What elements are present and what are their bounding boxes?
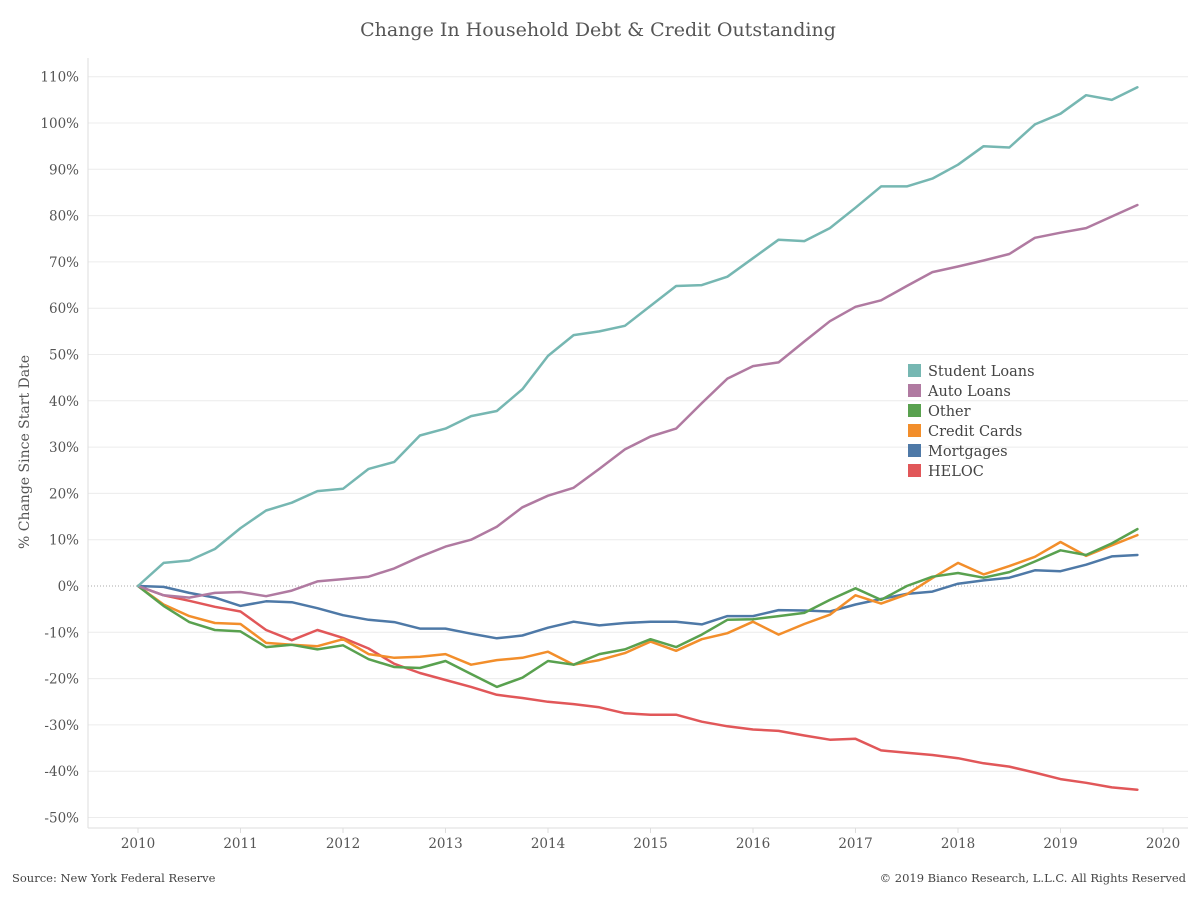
- line-chart: Change In Household Debt & Credit Outsta…: [17, 19, 1188, 852]
- x-tick-label: 2016: [736, 836, 770, 852]
- legend-swatch-other: [908, 404, 921, 417]
- series-line-mortgages: [136, 553, 1139, 640]
- y-tick-label: 90%: [49, 162, 79, 178]
- axes: -50% -40% -30% -20% -10% 0% 10% 20% 30% 40% 50% 60%…: [40, 58, 1188, 852]
- legend-label-student-loans: Student Loans: [928, 364, 1035, 380]
- y-axis-label: % Change Since Start Date: [17, 355, 33, 549]
- series-line-heloc: [136, 584, 1139, 791]
- y-tick-label: -20%: [44, 672, 79, 688]
- source-note: Source: New York Federal Reserve: [12, 871, 216, 885]
- y-tick-label: 10%: [49, 533, 79, 549]
- legend-label-other: Other: [928, 404, 971, 420]
- x-tick-label: 2017: [838, 836, 872, 852]
- x-tick-label: 2013: [428, 836, 462, 852]
- series-line-credit-cards: [136, 533, 1139, 666]
- legend-label-credit-cards: Credit Cards: [928, 424, 1022, 440]
- x-tick-label: 2015: [633, 836, 667, 852]
- legend-swatch-heloc: [908, 464, 921, 477]
- y-tick-label: 110%: [40, 70, 79, 86]
- x-tick-label: 2010: [121, 836, 155, 852]
- x-tick-label: 2018: [941, 836, 975, 852]
- y-tick-label: -30%: [44, 718, 79, 734]
- y-tick-label: 100%: [40, 116, 79, 132]
- series-line-other: [136, 527, 1139, 689]
- series-line-auto-loans: [136, 203, 1139, 599]
- y-tick-label: 0%: [58, 579, 80, 595]
- grid: [88, 76, 1188, 818]
- x-tick-label: 2012: [326, 836, 360, 852]
- y-tick-label: 20%: [49, 486, 79, 502]
- y-tick-label: 50%: [49, 348, 79, 364]
- y-tick-label: 30%: [49, 440, 79, 456]
- x-tick-label: 2011: [223, 836, 257, 852]
- y-tick-label: 40%: [49, 394, 79, 410]
- y-tick-label: 80%: [49, 209, 79, 225]
- y-tick-label: -50%: [44, 811, 79, 827]
- x-tick-label: 2019: [1043, 836, 1077, 852]
- x-tick-label: 2014: [531, 836, 565, 852]
- legend-swatch-mortgages: [908, 444, 921, 457]
- series-lines: [136, 86, 1139, 791]
- y-tick-label: 60%: [49, 301, 79, 317]
- legend-swatch-auto-loans: [908, 384, 921, 397]
- y-tick-label: -40%: [44, 764, 79, 780]
- legend-label-mortgages: Mortgages: [928, 444, 1008, 460]
- series-line-student-loans: [136, 86, 1139, 588]
- y-tick-label: -10%: [44, 625, 79, 641]
- legend-label-heloc: HELOC: [928, 464, 984, 480]
- x-tick-label: 2020: [1146, 836, 1180, 852]
- legend: Student Loans Auto Loans Other Credit Cards…: [908, 364, 1035, 480]
- legend-label-auto-loans: Auto Loans: [927, 384, 1011, 400]
- chart-title: Change In Household Debt & Credit Outsta…: [360, 19, 836, 41]
- legend-swatch-student-loans: [908, 364, 921, 377]
- copyright-note: © 2019 Bianco Research, L.L.C. All Right…: [879, 871, 1186, 885]
- y-tick-label: 70%: [49, 255, 79, 271]
- legend-swatch-credit-cards: [908, 424, 921, 437]
